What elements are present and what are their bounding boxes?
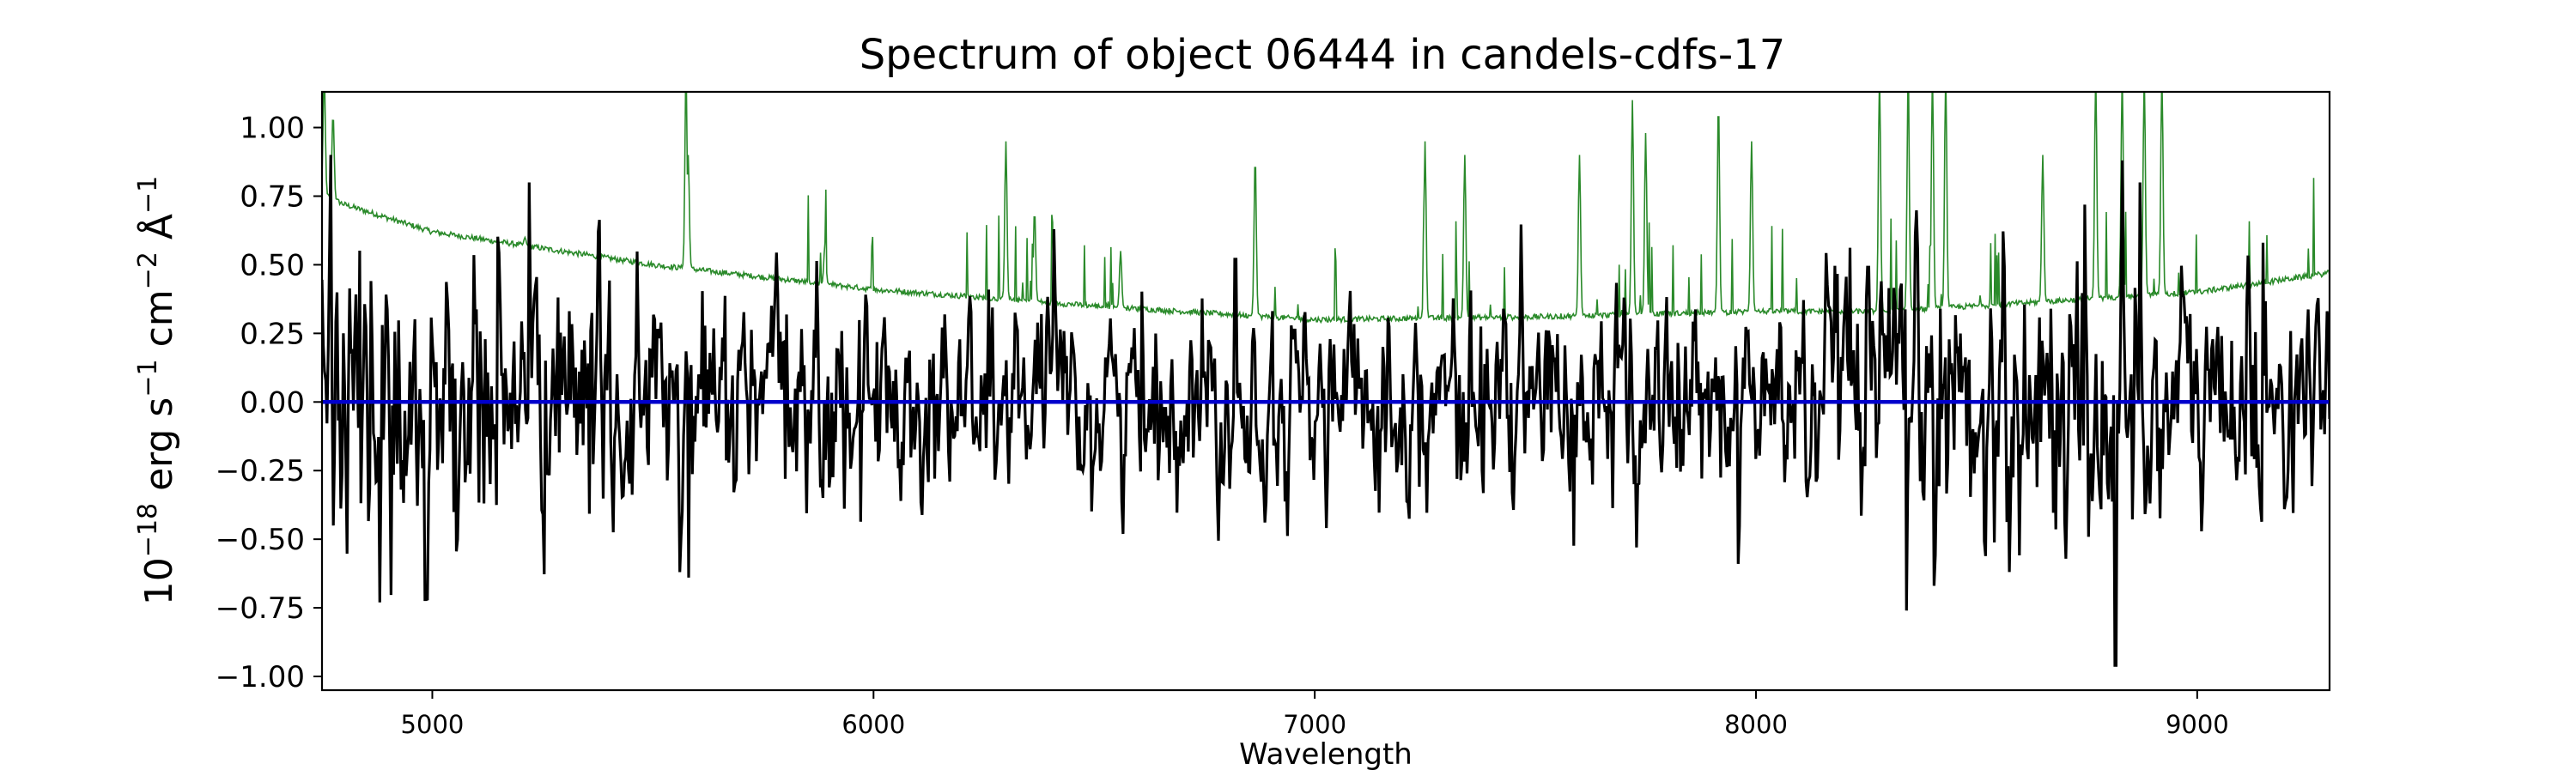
y-axis-label-part: 10 xyxy=(137,557,181,605)
x-tick-label: 6000 xyxy=(841,710,905,739)
y-axis: −1.00 −0.75 −0.50 −0.25 0.00 0.25 0.50 0.75 1.00 xyxy=(216,112,322,694)
y-axis-label-exponent: −18 xyxy=(133,503,163,557)
y-tick-label: −0.75 xyxy=(216,591,305,626)
x-axis-label: Wavelength xyxy=(1239,737,1413,772)
x-tick-label: 9000 xyxy=(2166,710,2229,739)
y-tick-label: 1.00 xyxy=(240,112,305,146)
y-tick-label: −0.50 xyxy=(216,523,305,557)
y-tick-label: 0.50 xyxy=(240,248,305,282)
y-axis-label-exponent: −1 xyxy=(133,359,163,397)
plot-frame xyxy=(320,90,2331,692)
y-axis-label-exponent: −1 xyxy=(133,176,163,214)
y-tick-label: 0.25 xyxy=(240,317,305,351)
chart-title: Spectrum of object 06444 in candels-cdfs… xyxy=(860,31,1786,79)
y-axis-label-part: Å xyxy=(136,214,181,252)
y-axis-label-part: cm xyxy=(137,289,181,359)
y-tick-label: −1.00 xyxy=(216,660,305,694)
x-tick-label: 7000 xyxy=(1283,710,1346,739)
noise-series-line xyxy=(322,92,2330,324)
y-axis-label: 10−18 erg s−1 cm−2 Å−1 xyxy=(133,176,181,605)
x-tick-label: 8000 xyxy=(1724,710,1788,739)
y-tick-label: 0.00 xyxy=(240,385,305,420)
plot-area xyxy=(322,92,2330,667)
y-tick-label: 0.75 xyxy=(240,179,305,214)
x-axis: 5000 6000 7000 8000 9000 xyxy=(401,690,2229,739)
y-axis-label-part: erg s xyxy=(137,397,181,503)
y-axis-label-exponent: −2 xyxy=(133,252,163,289)
y-tick-label: −0.25 xyxy=(216,454,305,488)
x-tick-label: 5000 xyxy=(401,710,465,739)
flux-series-line xyxy=(322,155,2330,667)
